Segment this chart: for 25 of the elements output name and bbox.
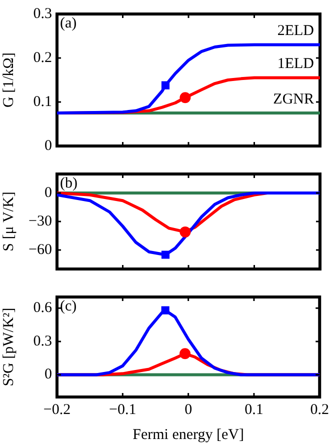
series-label: 1ELD: [277, 56, 314, 72]
y-tick-label: 0: [44, 184, 52, 201]
y-tick-label: 0.3: [33, 333, 52, 350]
series-label: 2ELD: [277, 23, 314, 40]
x-tick-label: 0.2: [310, 402, 329, 418]
x-tick-label: −0.2: [43, 402, 71, 418]
y-tick-label: 0.1: [33, 94, 52, 110]
y-tick-label: 0.6: [33, 300, 52, 316]
annotation: (a): [60, 15, 77, 32]
y-tick-label: −30: [28, 213, 52, 230]
x-tick-label: 0: [184, 402, 192, 418]
y-tick-label: 0: [44, 366, 52, 383]
y-axis-title: S [μ V/K]: [0, 192, 17, 252]
y-axis-title: G [1/kΩ]: [0, 52, 17, 108]
annotation: (c): [60, 298, 77, 314]
y-axis-title: S²G [pW/K²]: [0, 308, 17, 386]
x-axis-title: Fermi energy [eV]: [132, 426, 244, 443]
annotation: (b): [60, 175, 78, 192]
y-tick-label: 0.2: [33, 50, 52, 66]
x-tick-label: −0.1: [109, 402, 136, 418]
y-tick-label: 0.3: [33, 6, 52, 22]
y-tick-label: −60: [28, 242, 52, 258]
y-tick-label: 0: [44, 138, 52, 154]
x-tick-label: 0.1: [244, 402, 264, 418]
series-label: ZGNR: [273, 91, 314, 108]
